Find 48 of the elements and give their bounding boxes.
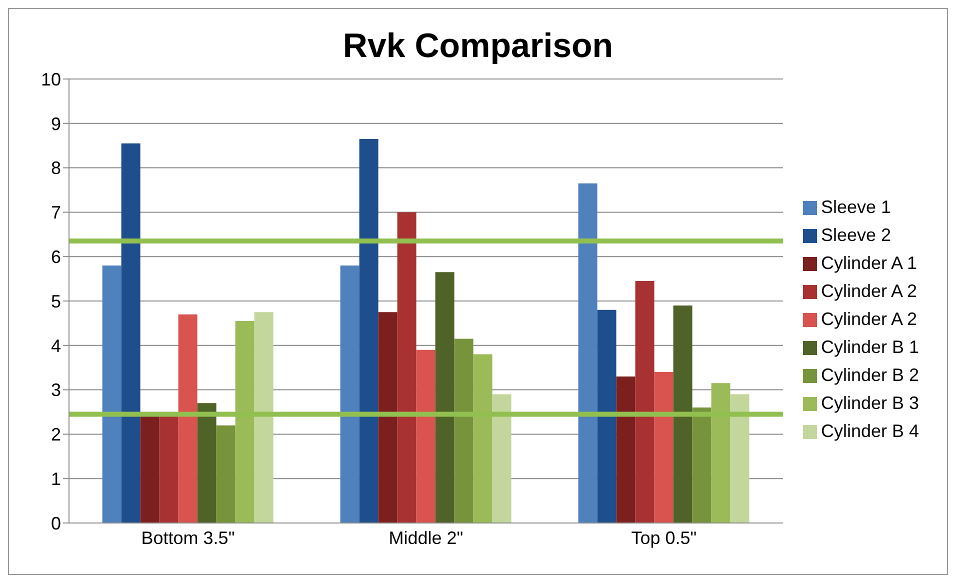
bar	[692, 408, 712, 523]
bar	[616, 376, 636, 523]
y-tick-label: 2	[50, 424, 61, 445]
legend-label: Sleeve 2	[820, 225, 892, 245]
bar	[416, 350, 436, 523]
x-tick-label: Bottom 3.5"	[141, 528, 235, 548]
legend-label: Cylinder A 1	[820, 253, 918, 273]
y-tick-label: 1	[50, 468, 61, 489]
bar	[435, 272, 454, 523]
y-tick-label: 10	[40, 69, 61, 90]
legend-label: Sleeve 1	[820, 197, 892, 217]
chart-title: Rvk Comparison	[342, 26, 614, 67]
bar	[654, 372, 674, 523]
legend-label: Cylinder A 2	[820, 281, 918, 301]
bar	[254, 312, 274, 523]
bar	[178, 314, 198, 523]
bar	[492, 394, 512, 523]
bar	[102, 265, 122, 523]
bar	[121, 143, 140, 523]
x-tick-label: Top 0.5"	[631, 528, 697, 548]
bar	[359, 138, 378, 523]
y-tick-label: 0	[50, 513, 61, 534]
legend-label: Cylinder A 2	[820, 309, 918, 329]
bar	[159, 416, 178, 523]
y-tick-label: 4	[50, 336, 61, 356]
y-tick-label: 6	[50, 246, 61, 267]
bar	[216, 425, 236, 523]
bar	[730, 394, 750, 523]
y-tick-label: 3	[50, 380, 61, 400]
bar	[454, 338, 474, 523]
bar	[597, 310, 616, 523]
y-tick-label: 8	[50, 158, 61, 178]
bar	[378, 312, 398, 523]
bar	[635, 281, 654, 523]
bar	[673, 305, 692, 523]
bar	[140, 416, 160, 523]
y-tick-label: 5	[50, 291, 61, 312]
legend-label: Cylinder B 2	[820, 365, 919, 385]
legend-label: Cylinder B 4	[820, 421, 919, 441]
bar	[197, 403, 216, 523]
bar	[397, 212, 416, 523]
bar	[578, 183, 598, 523]
x-tick-label: Middle 2"	[388, 528, 464, 548]
y-tick-label: 9	[50, 114, 61, 134]
y-tick-label: 7	[50, 202, 61, 223]
legend-label: Cylinder B 3	[820, 393, 919, 413]
bar	[340, 265, 360, 523]
legend-label: Cylinder B 1	[820, 337, 919, 357]
